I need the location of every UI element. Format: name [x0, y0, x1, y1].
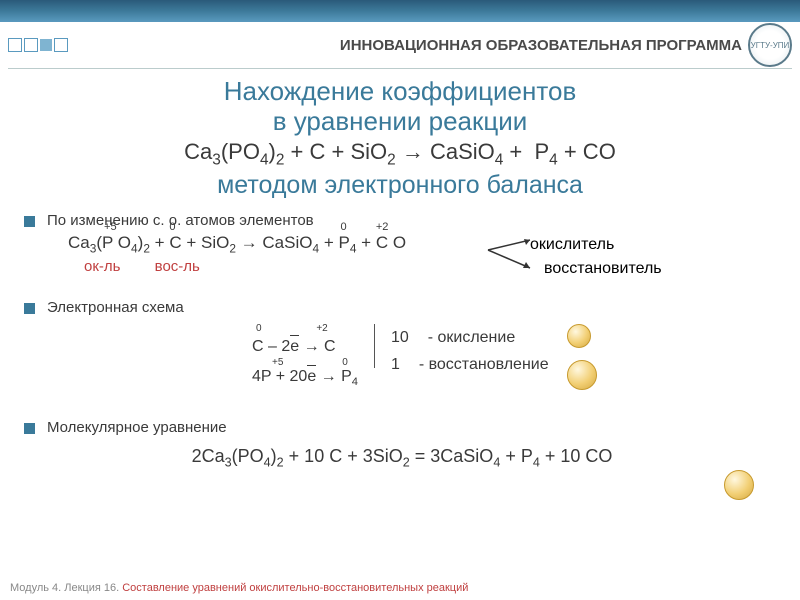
scheme-equations: 0 +2 C – 2e → C +5 0 4P + 20e → P4	[252, 322, 358, 391]
header-divider	[8, 68, 792, 69]
bullet-2-text: Электронная схема	[47, 299, 184, 316]
bullet-icon	[24, 303, 35, 314]
title-line-1: Нахождение коэффициентов	[20, 77, 780, 107]
bullet-1-text: По изменению с. о. атомов элементов	[47, 212, 314, 229]
bullet-1: По изменению с. о. атомов элементов	[24, 212, 780, 229]
reducer-short: вос-ль	[155, 258, 200, 275]
bullet-3-text: Молекулярное уравнение	[47, 419, 227, 436]
split-arrow-icon	[486, 238, 536, 278]
bullet-icon	[24, 216, 35, 227]
title-line-2: в уравнении реакции	[20, 107, 780, 137]
orb-icon	[567, 324, 591, 348]
molecular-equation: 2Ca3(PO4)2 + 10 C + 3SiO2 = 3CaSiO4 + P4…	[24, 436, 780, 470]
oxidizer-reducer-arrows: окислитель восстановитель	[530, 236, 760, 278]
top-gradient-band	[0, 0, 800, 22]
orb-icon	[567, 360, 597, 390]
university-logo: УГТУ-УПИ	[748, 23, 792, 67]
slide-subtitle: методом электронного баланса	[0, 171, 800, 208]
header: ИННОВАЦИОННАЯ ОБРАЗОВАТЕЛЬНАЯ ПРОГРАММА …	[0, 22, 800, 66]
slide-title: Нахождение коэффициентов в уравнении реа…	[0, 71, 800, 139]
oxidizer-label: окислитель	[530, 236, 760, 254]
electron-scheme: 0 +2 C – 2e → C +5 0 4P + 20e → P4 10 1 …	[24, 322, 780, 391]
main-equation: Ca3(PO4)2 + C + SiO2 → CaSiO4 + P4 + CO	[0, 139, 800, 171]
scheme-divider	[374, 324, 375, 368]
program-title: ИННОВАЦИОННАЯ ОБРАЗОВАТЕЛЬНАЯ ПРОГРАММА	[68, 37, 748, 54]
reducer-label: восстановитель	[544, 260, 760, 278]
scheme-ratio-labels: - окисление - восстановление	[419, 322, 549, 378]
bullet-3: Молекулярное уравнение	[24, 419, 780, 436]
bullet-2: Электронная схема	[24, 299, 780, 316]
oxidizer-short: ок-ль	[84, 258, 120, 275]
footer-title: Составление уравнений окислительно-восст…	[122, 582, 468, 594]
bullet-icon	[24, 423, 35, 434]
header-deco-squares	[8, 38, 68, 52]
footer-prefix: Модуль 4. Лекция 16.	[10, 582, 122, 594]
footer: Модуль 4. Лекция 16. Составление уравнен…	[10, 582, 468, 594]
orb-icon	[724, 470, 754, 500]
scheme-ratios: 10 1	[391, 322, 409, 378]
